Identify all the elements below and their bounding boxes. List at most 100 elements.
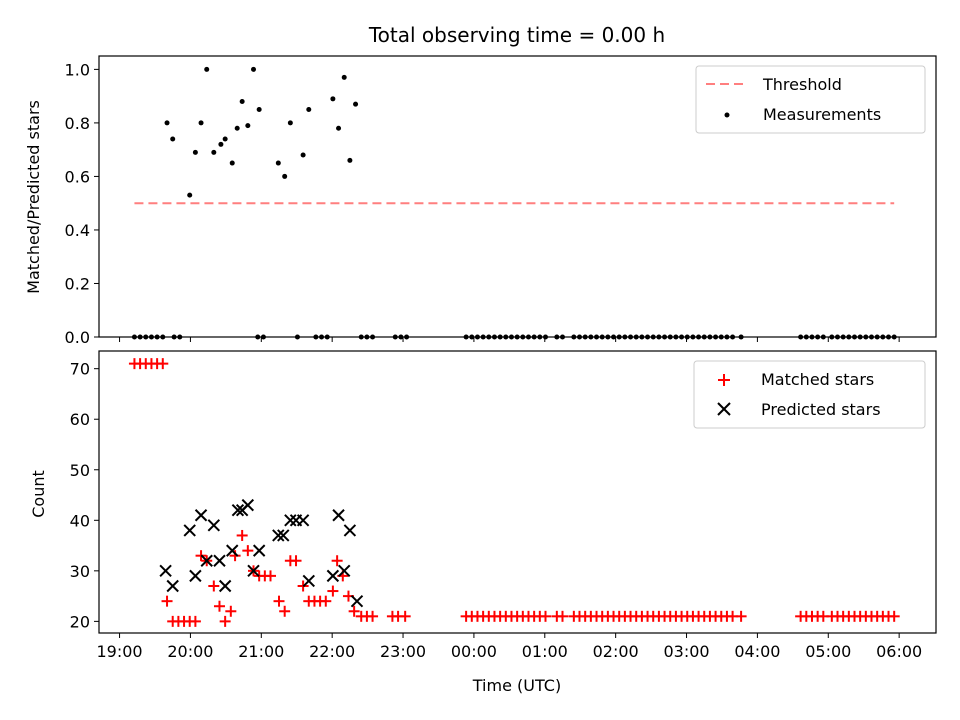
measurement-point — [222, 136, 228, 142]
matched-star-point — [229, 550, 241, 562]
measurement-point — [577, 334, 583, 340]
predicted-star-point — [213, 554, 226, 567]
measurement-point — [531, 334, 537, 340]
ratio-y-tick-label: 0.2 — [65, 274, 90, 293]
predicted-star-point — [183, 524, 196, 537]
count-series — [128, 358, 900, 627]
predicted-star-point — [226, 544, 239, 557]
predicted-star-point — [207, 519, 221, 532]
measurement-point — [463, 334, 469, 340]
measurement-point — [525, 334, 531, 340]
matched-star-point — [219, 615, 231, 627]
measurement-point — [160, 334, 166, 340]
measurement-point — [364, 334, 370, 340]
predicted-star-point — [218, 579, 232, 593]
count-legend: Matched stars Predicted stars — [693, 360, 926, 429]
measurement-point — [880, 334, 886, 340]
measurement-point — [245, 123, 251, 129]
measurement-point — [260, 334, 266, 340]
ratio-ticks: 0.0 0.2 0.4 0.6 0.8 1.0 — [65, 60, 900, 347]
measurement-point — [639, 334, 645, 340]
x-tick-label: 01:00 — [522, 642, 568, 661]
ratio-y-tick-label: 0.4 — [65, 221, 90, 240]
measurement-point — [891, 334, 897, 340]
count-y-axis-label: Count — [29, 470, 48, 518]
measurement-point — [633, 334, 639, 340]
measurement-point — [820, 334, 826, 340]
measurement-point — [480, 334, 486, 340]
matched-star-point — [213, 600, 225, 612]
predicted-star-point — [189, 569, 202, 583]
measurement-point — [599, 334, 605, 340]
measurement-point — [282, 173, 288, 179]
measurement-point — [503, 334, 509, 340]
predicted-star-point — [296, 514, 310, 527]
predicted-star-point — [332, 509, 345, 522]
measurement-point — [840, 334, 846, 340]
measurement-point — [324, 334, 330, 340]
x-tick-label: 23:00 — [380, 642, 426, 661]
legend-matched-label: Matched stars — [761, 370, 874, 389]
measurement-point — [713, 334, 719, 340]
matched-star-point — [888, 610, 900, 622]
matched-star-point — [157, 358, 169, 370]
predicted-star-point — [284, 514, 297, 527]
measurement-point — [662, 334, 668, 340]
measurement-point — [809, 334, 815, 340]
x-tick-label: 06:00 — [876, 642, 922, 661]
measurement-point — [404, 334, 410, 340]
matched-star-point — [735, 610, 747, 622]
measurement-point — [229, 160, 235, 166]
measurement-point — [701, 334, 707, 340]
predicted-star-point — [166, 579, 179, 593]
measurement-point — [798, 334, 804, 340]
x-tick-label: 05:00 — [805, 642, 851, 661]
predicted-star-point — [200, 554, 213, 567]
chart-title: Total observing time = 0.00 h — [368, 23, 665, 47]
measurement-point — [294, 334, 300, 340]
ratio-y-tick-label: 0.6 — [65, 167, 90, 186]
measurement-point — [497, 334, 503, 340]
measurement-point — [491, 334, 497, 340]
count-y-tick-label: 40 — [70, 511, 90, 530]
measurement-point — [667, 334, 673, 340]
measurement-point — [319, 334, 325, 340]
predicted-star-point — [338, 564, 351, 578]
x-tick-label: 02:00 — [593, 642, 639, 661]
ratio-panel: 0.0 0.2 0.4 0.6 0.8 1.0 Matched/Predicted sta… — [24, 55, 937, 347]
measurement-point — [164, 120, 170, 126]
predicted-star-point — [277, 529, 290, 542]
measurement-point — [171, 334, 177, 340]
measurement-point — [520, 334, 526, 340]
measurement-point — [187, 192, 193, 198]
measurement-point — [218, 141, 224, 147]
measurement-point — [594, 334, 600, 340]
x-tick-label: 00:00 — [451, 642, 497, 661]
measurement-point — [554, 334, 560, 340]
measurement-point — [170, 136, 176, 142]
measurement-point — [255, 334, 261, 340]
measurement-point — [616, 334, 622, 340]
count-panel: 19:00 20:00 21:00 22:00 23:00 00:00 01:00 02:00… — [29, 350, 937, 695]
measurement-point — [198, 120, 204, 126]
measurement-point — [313, 334, 319, 340]
measurement-point — [143, 334, 149, 340]
measurement-point — [542, 334, 548, 340]
measurement-point — [392, 334, 398, 340]
matched-star-point — [290, 555, 302, 567]
predicted-star-point — [343, 524, 357, 537]
measurement-point — [370, 334, 376, 340]
measurement-point — [846, 334, 852, 340]
measurement-point — [738, 334, 744, 340]
measurement-point — [696, 334, 702, 340]
matched-star-point — [279, 605, 291, 617]
measurement-point — [829, 334, 835, 340]
predicted-star-point — [252, 544, 266, 557]
measurement-point — [469, 334, 475, 340]
matched-star-point — [225, 605, 237, 617]
measurement-point — [874, 334, 880, 340]
measurement-point — [611, 334, 617, 340]
measurement-point — [353, 101, 359, 107]
ratio-y-tick-label: 0.8 — [65, 114, 90, 133]
measurement-point — [287, 120, 293, 126]
